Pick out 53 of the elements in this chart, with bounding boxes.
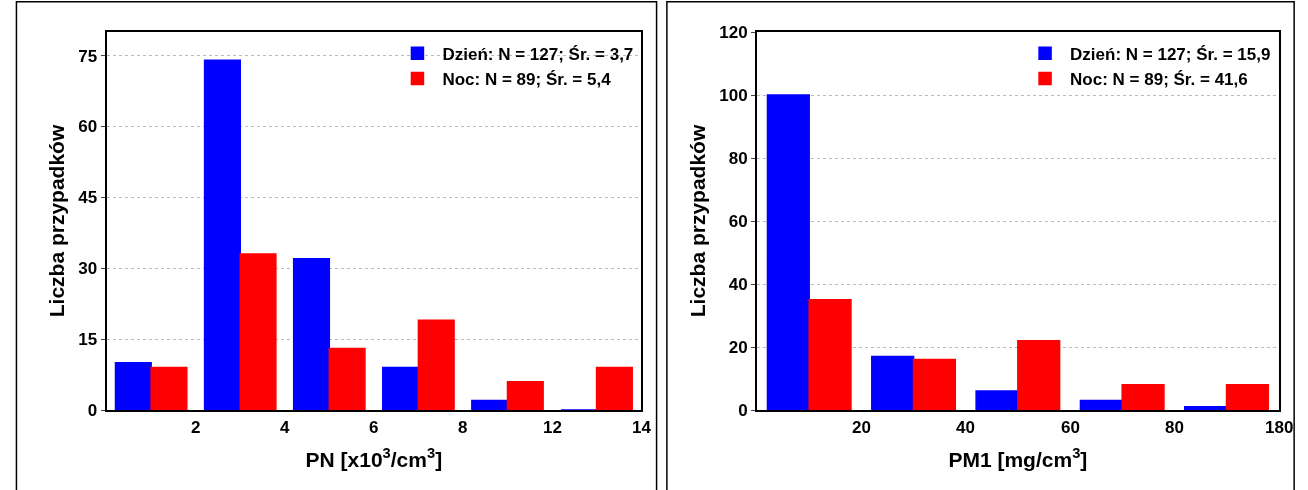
text: 20 bbox=[852, 418, 871, 437]
bar bbox=[506, 380, 544, 410]
bar bbox=[1121, 384, 1165, 410]
bar bbox=[912, 358, 957, 410]
bar bbox=[1079, 399, 1123, 410]
bar bbox=[1184, 406, 1228, 410]
bar bbox=[471, 399, 509, 410]
bar bbox=[1225, 384, 1269, 410]
bar bbox=[766, 94, 810, 410]
legend-label: Dzień: N = 127; Śr. = 3,7 bbox=[442, 44, 634, 64]
x-axis-title: PN [x10$^{3}$/cm$^{3}$] bbox=[305, 445, 443, 472]
bar bbox=[114, 362, 152, 410]
bar bbox=[975, 390, 1019, 410]
x-axis-title: PM1 [mg/cm$^{3}$] bbox=[948, 445, 1088, 472]
y-tick-label: 0 bbox=[738, 400, 748, 420]
y-tick-label: 60 bbox=[728, 211, 748, 231]
text: 14 bbox=[632, 418, 652, 437]
text: 180 bbox=[1265, 418, 1294, 437]
legend-label: Noc: N = 89; Śr. = 41,6 bbox=[1070, 70, 1248, 90]
y-tick-label: 20 bbox=[728, 337, 748, 357]
y-tick-label: 100 bbox=[719, 85, 748, 105]
bar bbox=[871, 355, 915, 410]
text: 80 bbox=[1165, 418, 1184, 437]
text: 4 bbox=[280, 418, 290, 437]
y-axis-title: Liczba przypadków bbox=[44, 124, 68, 318]
y-tick-label: 60 bbox=[78, 117, 98, 137]
bar bbox=[239, 253, 277, 410]
text: 8 bbox=[458, 418, 468, 437]
bar bbox=[808, 299, 852, 410]
text: 12 bbox=[543, 418, 562, 437]
y-tick-label: 30 bbox=[78, 259, 98, 279]
bar bbox=[1017, 339, 1061, 410]
bar bbox=[203, 59, 241, 410]
y-axis-title: Liczba przypadków bbox=[685, 124, 709, 318]
text: 6 bbox=[369, 418, 379, 437]
bar bbox=[328, 347, 366, 410]
y-tick-label: 80 bbox=[728, 148, 748, 168]
text: 2 bbox=[191, 418, 201, 437]
y-tick-label: 0 bbox=[87, 400, 98, 420]
y-tick-label: 120 bbox=[719, 22, 748, 42]
bar bbox=[292, 258, 331, 410]
bar bbox=[382, 366, 420, 410]
bar bbox=[417, 319, 455, 410]
y-tick-label: 40 bbox=[728, 274, 748, 294]
text: 60 bbox=[1061, 418, 1080, 437]
bar bbox=[595, 366, 633, 410]
bar bbox=[150, 366, 188, 410]
legend-label: Dzień: N = 127; Śr. = 15,9 bbox=[1070, 44, 1271, 64]
legend-label: Noc: N = 89; Śr. = 5,4 bbox=[442, 70, 612, 90]
y-tick-label: 75 bbox=[78, 46, 98, 66]
text: 40 bbox=[956, 418, 975, 437]
y-tick-label: 45 bbox=[78, 188, 98, 208]
y-tick-label: 15 bbox=[78, 330, 98, 350]
